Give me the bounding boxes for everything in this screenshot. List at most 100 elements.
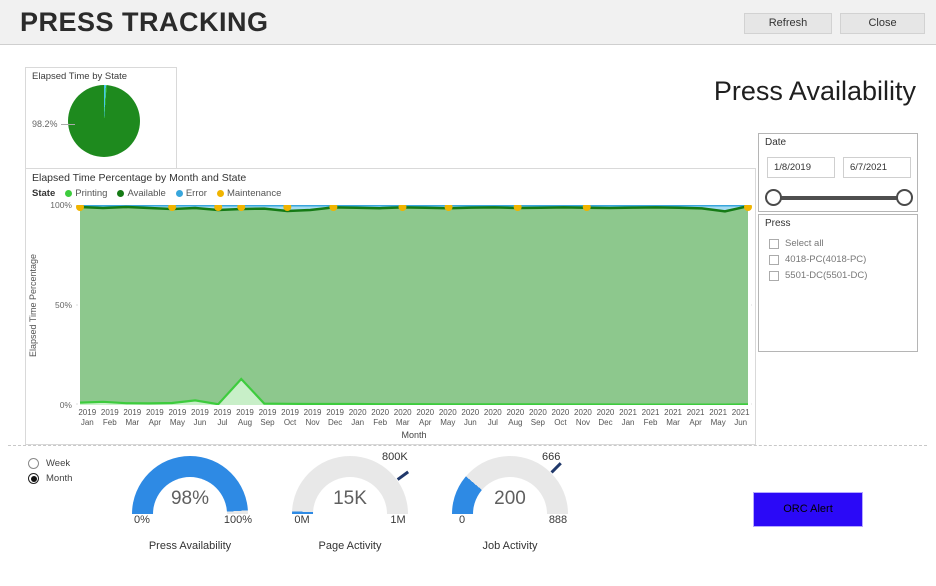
gauge-max-label: 1M [390,514,406,526]
gauge-target-tick [550,462,562,474]
x-axis-label: 2019 Oct [281,408,299,428]
gauge-target-tick [396,470,410,481]
x-axis-label: 2020 Oct [551,408,570,428]
checkbox-icon[interactable] [769,270,779,281]
checkbox-icon[interactable] [769,254,779,265]
gauge-value: 98% [170,488,210,509]
chart-legend: State Printing Available Error Maintenance [32,188,281,199]
x-axis-label: 2020 Nov [574,408,592,428]
x-axis-label: 2020 May [438,408,457,428]
x-axis-label: 2019 Jul [213,408,232,428]
y-tick-50: 50% [54,300,72,310]
x-axis-label: 2019 Aug [236,408,254,428]
gauge-value: 200 [494,488,526,509]
gauge-value: 15K [333,488,367,509]
radio-week[interactable]: Week [28,458,72,469]
gauge-arc [452,456,568,514]
x-axis-label: 2019 Feb [100,408,119,428]
gauge-min-label: 0% [134,514,150,526]
legend-item[interactable]: Printing [65,188,107,199]
x-axis-label: 2019 Jan [78,408,97,428]
radio-icon[interactable] [28,473,39,484]
radio-icon[interactable] [28,458,39,469]
press-options-list: Select all 4018-PC(4018-PC) 5501-DC(5501-D… [769,238,867,286]
press-slicer: Press Select all 4018-PC(4018-PC) 5501-DC(… [758,214,918,352]
legend-label: Maintenance [226,188,282,199]
legend-item[interactable]: Available [117,188,166,199]
gauge-arc [292,456,408,514]
x-axis-label: 2021 Jun [731,408,750,428]
page-activity-gauge: 15K 0M 1M 800K Page Activity [270,451,430,557]
x-axis-label: 2019 Mar [123,408,142,428]
gauge-max-label: 100% [223,514,253,526]
x-axis-label: 2019 Apr [145,408,164,428]
x-axis-label: 2020 Jun [461,408,480,428]
orc-alert-button[interactable]: ORC Alert [753,492,863,527]
gauge-min-label: 0M [294,514,310,526]
press-option-label: Select all [785,238,824,249]
gauge-min-label: 0 [458,514,466,526]
refresh-button[interactable]: Refresh [744,13,832,34]
legend-dot-icon [216,190,224,197]
gauge-target-label: 666 [542,451,561,463]
date-slider-handle-end[interactable] [896,189,913,206]
x-axis-title: Month [401,430,427,440]
x-axis-label: 2020 Mar [393,408,412,428]
elapsed-time-by-state-panel: Elapsed Time by State 98.2% [25,67,177,170]
pie-title: Elapsed Time by State [32,71,128,82]
radio-label: Week [46,458,71,469]
x-axis-label: 2021 Mar [664,408,682,428]
gauge-max-label: 888 [548,514,568,526]
press-availability-gauge: 98% 0% 100% Press Availability [110,452,270,557]
legend-title: State [32,188,56,199]
legend-item[interactable]: Error [175,188,207,199]
legend-dot-icon [117,190,125,197]
pie-percentage-label: 98.2% [32,119,58,129]
legend-dot-icon [65,190,73,197]
press-option[interactable]: 5501-DC(5501-DC) [769,270,867,281]
x-axis-label: 2019 Nov [303,408,322,428]
x-axis-label: 2020 Jan [348,408,367,428]
state-pie-chart[interactable] [68,85,140,157]
y-tick-100: 100% [50,200,72,210]
header-bar: PRESS TRACKING Refresh Close [0,0,936,45]
date-end-input[interactable] [843,157,911,178]
close-button[interactable]: Close [840,13,925,34]
y-axis-title: Elapsed Time Percentage [28,253,38,357]
legend-label: Error [185,188,207,199]
job-activity-gauge: 200 0 888 666 Job Activity [430,451,590,557]
press-option-label: 4018-PC(4018-PC) [785,254,867,265]
date-slider-handle-start[interactable] [765,189,782,206]
elapsed-percentage-panel: Elapsed Time Percentage by Month and Sta… [25,168,756,445]
x-axis-label: 2019 Sep [258,408,277,428]
gauge-target-label: 800K [382,451,408,463]
legend-label: Printing [75,188,108,199]
radio-month[interactable]: Month [28,473,72,484]
radio-label: Month [46,473,73,484]
x-axis-label: 2021 Jan [619,408,637,428]
x-axis-label: 2020 Aug [506,408,525,428]
press-option[interactable]: Select all [769,238,867,249]
elapsed-area-chart[interactable] [76,205,752,405]
x-axis-labels: 2019 Jan 2019 Feb 2019 Mar 2019 Apr 2019 May… [76,408,752,429]
gauge-caption: Job Activity [482,540,538,552]
area-chart-title: Elapsed Time Percentage by Month and Sta… [32,172,247,184]
date-start-input[interactable] [767,157,835,178]
date-slider-track[interactable] [774,196,904,200]
x-axis-label: 2019 Dec [326,408,344,428]
date-slicer: Date [758,133,918,212]
legend-item[interactable]: Maintenance [216,188,282,199]
checkbox-icon[interactable] [769,238,779,249]
x-axis-label: 2020 Jul [483,408,502,428]
press-slicer-title: Press [765,218,791,229]
legend-label: Available [127,188,166,199]
press-option[interactable]: 4018-PC(4018-PC) [769,254,867,265]
x-axis-label: 2021 May [709,408,728,428]
x-axis-label: 2020 Apr [416,408,435,428]
period-radio-group: Week Month [28,458,72,488]
date-slicer-title: Date [765,137,787,148]
legend-dot-icon [175,190,183,197]
x-axis-label: 2020 Feb [371,408,390,428]
x-axis-label: 2020 Dec [596,408,615,428]
